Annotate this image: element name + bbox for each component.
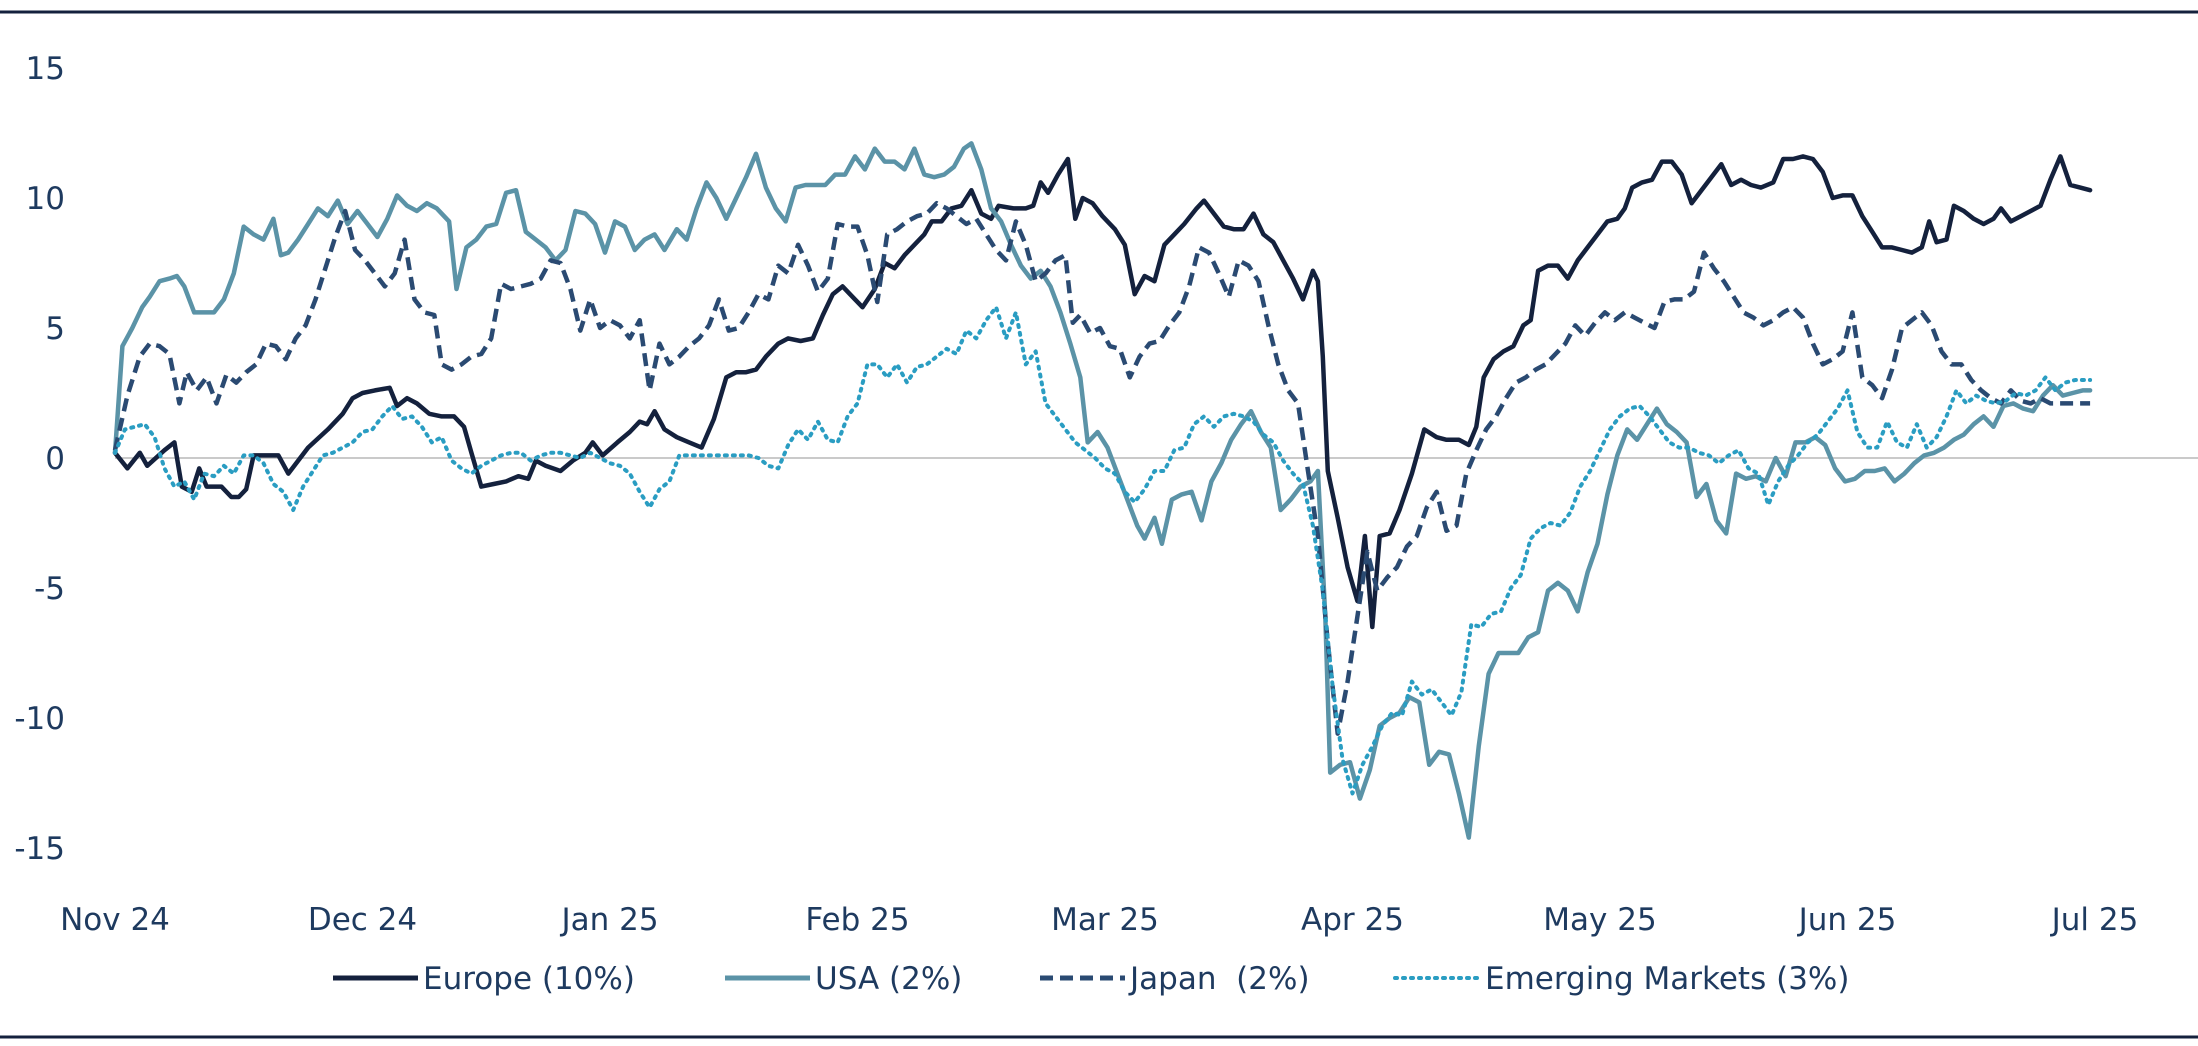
series-line (112, 200, 2091, 736)
x-tick-label: Mar 25 (1051, 902, 1159, 938)
series-line (112, 154, 2093, 630)
y-axis-ticks: 15 10 5 0 -5 -10 -15 (14, 51, 65, 867)
legend-label: Emerging Markets (3%) (1485, 961, 1849, 997)
y-tick-label: 10 (26, 181, 65, 217)
y-tick-label: -10 (14, 701, 65, 737)
y-tick-label: -15 (14, 831, 65, 867)
y-tick-label: -5 (34, 571, 65, 607)
x-tick-label: Apr 25 (1301, 902, 1404, 938)
legend: Europe (10%) USA (2%) Japan (2%) Emerging M… (333, 961, 1849, 997)
series-line (113, 305, 2093, 796)
legend-label: Japan (2%) (1128, 961, 1310, 997)
x-tick-label: Jul 25 (2050, 902, 2139, 938)
legend-label: USA (2%) (815, 961, 962, 997)
x-axis-ticks: Nov 24 Dec 24 Jan 25 Feb 25 Mar 25 Apr 25 May … (60, 902, 2138, 938)
x-tick-label: Dec 24 (308, 902, 417, 938)
y-tick-label: 0 (45, 441, 65, 477)
series-line (112, 141, 2093, 840)
y-tick-label: 15 (26, 51, 65, 87)
y-tick-label: 5 (45, 311, 65, 347)
legend-label: Europe (10%) (423, 961, 635, 997)
x-tick-label: Feb 25 (805, 902, 909, 938)
x-tick-label: May 25 (1543, 902, 1656, 938)
x-tick-label: Jun 25 (1797, 902, 1897, 938)
x-tick-label: Nov 24 (60, 902, 170, 938)
x-tick-label: Jan 25 (559, 902, 658, 938)
series-lines (112, 141, 2093, 840)
